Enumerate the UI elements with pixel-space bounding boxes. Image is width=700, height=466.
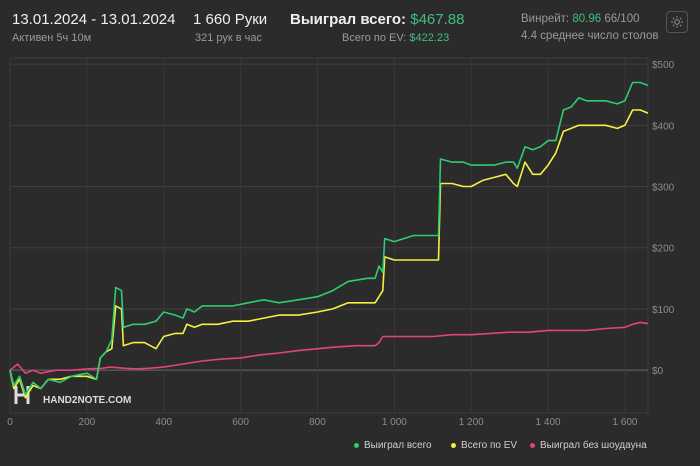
y-tick-label: $500: [652, 60, 675, 71]
gear-icon: [671, 16, 683, 28]
won-total-label: Выиграл всего:: [290, 11, 407, 28]
y-tick-label: $100: [652, 305, 675, 316]
legend-dot-icon: [451, 442, 456, 448]
avg-tables: 4.4 среднее число столов: [521, 30, 659, 42]
plot-frame: [9, 57, 649, 414]
legend-dot-icon: [354, 442, 359, 448]
y-tick-label: $300: [652, 183, 675, 194]
won-total-value: $467.88: [410, 11, 465, 28]
x-tick-label: 1 400: [536, 417, 561, 428]
x-tick-label: 800: [309, 417, 326, 428]
x-tick-label: 200: [79, 417, 96, 428]
hands-per-hour: 321 рук в час: [195, 32, 263, 44]
series-line-1: [9, 109, 649, 399]
y-tick-label: $0: [652, 366, 664, 377]
hand2note-watermark: HAND2NOTE.COM: [14, 386, 131, 406]
x-tick-label: 1 000: [382, 417, 407, 428]
series-line-2: [9, 321, 649, 374]
winrate-label: Винрейт:: [521, 13, 570, 25]
watermark-text: HAND2NOTE.COM: [43, 395, 131, 406]
legend-label: Всего по EV: [461, 440, 518, 451]
settings-button[interactable]: [666, 11, 688, 33]
x-tick-label: 600: [232, 417, 249, 428]
series-line-0: [9, 81, 649, 396]
x-tick-label: 1 600: [612, 417, 637, 428]
x-tick-label: 0: [7, 417, 13, 428]
hands-count: 1 660 Руки: [193, 11, 268, 28]
ev-total-value: $422.23: [409, 32, 450, 44]
profit-chart: $0 $100 $200 $300 $400 $500 0 200 400 600 800 1 00…: [7, 57, 675, 428]
x-axis-ticks: 0 200 400 600 800 1 000 1 200 1 400 1 600: [7, 417, 638, 428]
legend-dot-icon: [530, 442, 535, 448]
chart-grid: [9, 57, 649, 414]
stats-header: 13.01.2024 - 13.01.2024 Активен 5ч 10м 1…: [0, 0, 700, 52]
active-time: Активен 5ч 10м: [12, 32, 92, 44]
legend-label: Выиграл без шоудауна: [540, 440, 647, 451]
winrate-value: 80.96: [572, 13, 602, 25]
date-range: 13.01.2024 - 13.01.2024: [12, 11, 176, 28]
legend-label: Выиграл всего: [364, 440, 432, 451]
y-tick-label: $400: [652, 121, 675, 132]
y-tick-label: $200: [652, 244, 675, 255]
ev-total-label: Всего по EV:: [342, 32, 407, 44]
x-tick-label: 1 200: [459, 417, 484, 428]
chart-series: [9, 81, 649, 399]
winrate-sample: 66/100: [604, 13, 640, 25]
x-tick-label: 400: [155, 417, 172, 428]
legend-item-won-total[interactable]: Выиграл всего: [354, 440, 432, 451]
legend-item-ev-total[interactable]: Всего по EV: [451, 440, 517, 451]
y-axis-ticks: $0 $100 $200 $300 $400 $500: [652, 60, 675, 377]
legend-item-no-showdown[interactable]: Выиграл без шоудауна: [530, 440, 647, 451]
